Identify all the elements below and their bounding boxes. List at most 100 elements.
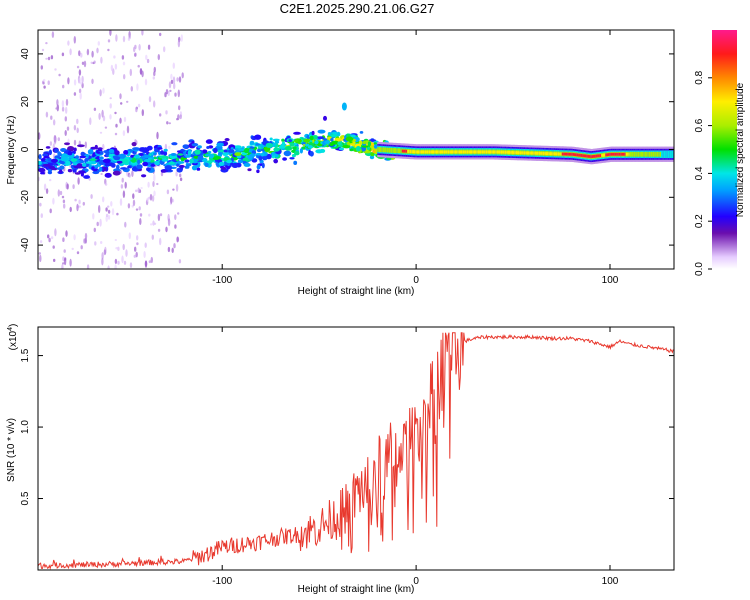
spectrogram-noise-blob	[147, 44, 151, 50]
spectrogram-noise-blob	[133, 254, 136, 258]
spectrogram-band-segment	[523, 152, 526, 154]
spectrogram-blob	[123, 150, 129, 155]
spectrogram-band-segment	[488, 151, 491, 153]
spectrogram-blob	[176, 161, 185, 164]
spectrogram-blob	[74, 172, 81, 175]
spectrogram-noise-blob	[123, 260, 127, 265]
spectrogram-y-tick-label: 40	[20, 48, 31, 60]
spectrogram-blob	[255, 152, 262, 156]
spectrogram-band-segment	[517, 151, 520, 154]
spectrogram-band-segment	[403, 149, 406, 153]
snr-y-tick-label: 1.0	[20, 420, 31, 434]
spectrogram-band-segment	[412, 150, 415, 154]
spectrogram-noise-blob	[138, 44, 141, 51]
spectrogram-band-segment	[585, 155, 587, 157]
spectrogram-blob	[150, 163, 156, 167]
spectrogram-band-segment	[659, 151, 662, 157]
spectrogram-noise-blob	[89, 117, 92, 125]
spectrogram-noise-blob	[54, 137, 57, 141]
spectrogram-noise-blob	[141, 30, 144, 36]
spectrogram-band-segment	[650, 151, 653, 157]
spectrogram-noise-blob	[138, 206, 141, 211]
spectrogram-noise-blob	[170, 73, 173, 80]
spectrogram-band-segment	[633, 151, 636, 157]
spectrogram-band-segment	[606, 154, 609, 156]
spectrogram-band-segment	[491, 151, 494, 153]
spectrogram-noise-blob	[119, 93, 122, 100]
spectrogram-noise-blob	[49, 141, 53, 146]
spectrogram-noise-blob	[141, 70, 144, 78]
spectrogram-noise-blob	[40, 213, 43, 219]
spectrogram-noise-blob	[62, 262, 65, 265]
spectrogram-band-segment	[441, 151, 444, 153]
spectrogram-blob	[206, 146, 210, 149]
spectrogram-blob	[205, 139, 213, 144]
spectrogram-blob	[372, 150, 376, 153]
spectrogram-band-segment	[462, 151, 465, 153]
spectrogram-band-segment	[667, 150, 670, 159]
spectrogram-blob	[249, 146, 255, 149]
spectrogram-noise-blob	[69, 48, 72, 56]
spectrogram-noise-blob	[140, 187, 143, 189]
spectrogram-blob	[289, 157, 295, 160]
spectrogram-blob	[94, 144, 98, 150]
spectrogram-blob	[218, 151, 223, 156]
spectrogram-blob	[67, 150, 73, 156]
spectrogram-blob	[142, 161, 149, 167]
spectrogram-band-segment	[411, 150, 414, 154]
spectrogram-noise-blob	[174, 214, 177, 221]
snr-panel: -100 0 100 0.5 1.0 1.5 Height of straight li…	[6, 324, 675, 595]
spectrogram-band-segment	[380, 147, 382, 153]
snr-y-scale-exp: 4	[7, 327, 14, 331]
spectrogram-band-segment	[450, 151, 453, 153]
spectrogram-blob	[38, 167, 46, 173]
spectrogram-band-segment	[487, 151, 490, 153]
spectrogram-blob	[168, 161, 175, 165]
spectrogram-noise-blob	[78, 69, 82, 76]
spectrogram-blob	[292, 146, 297, 150]
spectrogram-noise-blob	[45, 188, 49, 195]
spectrogram-band-segment	[461, 151, 464, 153]
spectrogram-blob	[191, 143, 199, 147]
spectrogram-noise-blob	[61, 106, 65, 112]
spectrogram-band-segment	[377, 147, 380, 152]
spectrogram-band-segment	[395, 148, 397, 153]
spectrogram-band-segment	[449, 151, 452, 153]
spectrogram-noise-blob	[82, 201, 86, 206]
spectrogram-noise-blob	[164, 143, 168, 151]
spectrogram-band-segment	[599, 154, 602, 157]
spectrogram-noise-blob	[122, 190, 126, 198]
spectrogram-blob	[269, 137, 273, 141]
spectrogram-band-segment	[438, 151, 441, 153]
spectrogram-blob	[254, 134, 262, 140]
spectrogram-blob	[283, 150, 292, 157]
spectrogram-noise-blob	[66, 126, 70, 131]
spectrogram-noise-blob	[114, 132, 118, 136]
spectrogram-noise-blob	[65, 98, 69, 106]
spectrogram-band-segment	[642, 151, 644, 157]
spectrogram-band-segment	[665, 150, 668, 159]
spectrogram-blob	[159, 155, 167, 159]
spectrogram-blob	[134, 154, 140, 159]
spectrogram-blob	[256, 169, 260, 174]
spectrogram-noise-blob	[94, 241, 97, 246]
spectrogram-band-segment	[407, 149, 410, 153]
spectrogram-blob	[80, 151, 86, 157]
spectrogram-blob	[349, 148, 354, 152]
spectrogram-noise-blob	[109, 103, 112, 109]
spectrogram-noise-blob	[135, 189, 138, 193]
spectrogram-blob	[221, 166, 226, 170]
spectrogram-noise-blob	[122, 35, 126, 43]
spectrogram-noise-blob	[144, 78, 148, 86]
spectrogram-blob	[294, 139, 299, 143]
spectrogram-blob	[317, 129, 326, 134]
spectrogram-noise-blob	[127, 203, 131, 209]
spectrogram-noise-blob	[56, 104, 59, 112]
spectrogram-band-segment	[484, 151, 487, 153]
spectrogram-blob	[324, 140, 330, 145]
spectrogram-blob	[278, 145, 286, 149]
spectrogram-band-segment	[409, 150, 412, 153]
spectrogram-band-segment	[643, 151, 646, 157]
spectrogram-band-segment	[529, 152, 532, 154]
spectrogram-noise-blob	[109, 114, 112, 120]
